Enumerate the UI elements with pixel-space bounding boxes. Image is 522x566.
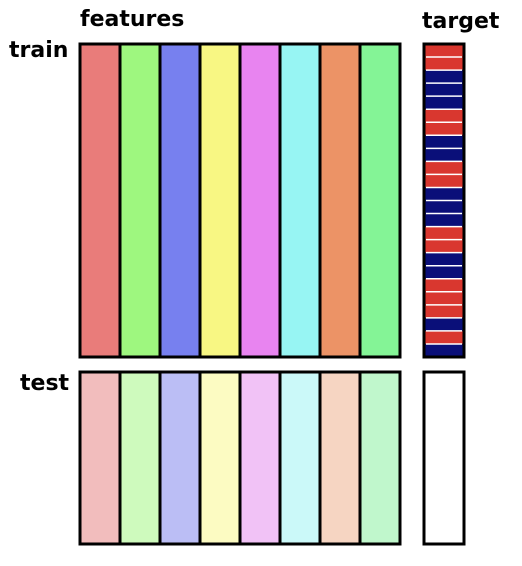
train-target-segment-16 (424, 239, 464, 254)
train-feature-column-4 (198, 42, 242, 359)
train-feature-column-3 (158, 42, 202, 359)
train-target-segment-20 (424, 291, 464, 306)
train-feature-column-8 (358, 42, 402, 359)
train-target-segment-14 (424, 213, 464, 228)
test-feature-column-2 (118, 370, 162, 546)
train-target-segment-23 (424, 330, 464, 345)
test-target-column (422, 370, 466, 546)
train-feature-column-2 (118, 42, 162, 359)
train-target-segment-3 (424, 70, 464, 84)
test-feature-column-3 (158, 370, 202, 546)
test-feature-column-4 (198, 370, 242, 546)
train-target-segment-1 (424, 44, 464, 58)
train-target-segment-5 (424, 96, 464, 110)
features-label: features (80, 7, 185, 32)
train-target-segment-4 (424, 83, 464, 97)
train-feature-column-5 (238, 42, 282, 359)
target-label: target (422, 9, 500, 34)
test-feature-column-7 (318, 370, 362, 546)
train-feature-column-7 (318, 42, 362, 359)
train-target-segment-22 (424, 317, 464, 332)
train-target-outline (422, 42, 466, 359)
train-target-segment-8 (424, 135, 464, 149)
test-features-block (78, 370, 402, 546)
train-feature-column-6 (278, 42, 322, 359)
train-target-segment-12 (424, 187, 464, 201)
train-target-segment-7 (424, 122, 464, 136)
train-label: train (9, 38, 69, 63)
train-target-segment-17 (424, 252, 464, 267)
test-target-box (422, 370, 466, 546)
train-target-segment-13 (424, 200, 464, 215)
train-target-segment-2 (424, 57, 464, 71)
train-target-segment-24 (424, 343, 464, 358)
train-target-segment-18 (424, 265, 464, 280)
train-target-segment-15 (424, 226, 464, 241)
train-target-segment-10 (424, 161, 464, 175)
train-target-segment-21 (424, 304, 464, 319)
test-feature-column-6 (278, 370, 322, 546)
train-target-segment-9 (424, 148, 464, 162)
train-feature-column-1 (78, 42, 122, 359)
test-label: test (20, 371, 70, 396)
test-feature-column-1 (78, 370, 122, 546)
test-feature-column-5 (238, 370, 282, 546)
train-target-segment-6 (424, 109, 464, 123)
train-target-segment-11 (424, 174, 464, 188)
train-target-segment-19 (424, 278, 464, 293)
train-features-block (78, 42, 402, 359)
train-target-column (422, 42, 466, 359)
test-feature-column-8 (358, 370, 402, 546)
